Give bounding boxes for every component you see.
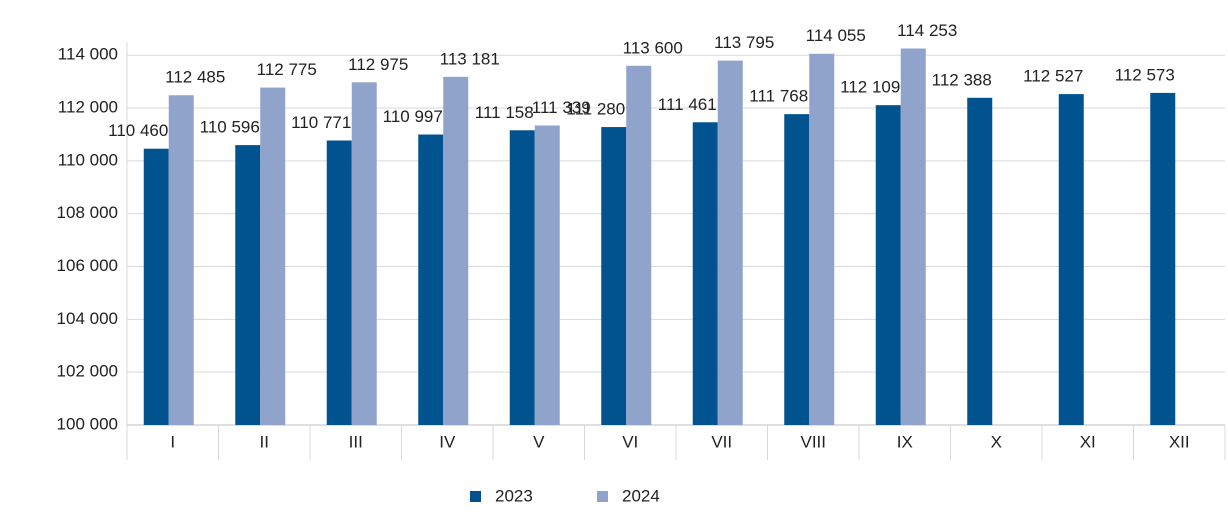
bar <box>351 82 377 425</box>
data-label: 111 461 <box>658 95 717 114</box>
legend-swatch <box>597 491 608 502</box>
x-tick-label: VIII <box>800 432 826 451</box>
y-tick-label: 104 000 <box>57 309 118 328</box>
x-tick-label: VII <box>711 432 732 451</box>
x-tick-label: X <box>991 432 1002 451</box>
data-label: 111 768 <box>749 87 808 106</box>
bar <box>784 114 810 426</box>
y-tick-label: 106 000 <box>57 256 118 275</box>
data-label: 112 573 <box>1115 65 1175 84</box>
legend-swatch <box>470 491 481 502</box>
data-label: 112 975 <box>348 55 408 74</box>
x-tick-label: XII <box>1169 432 1190 451</box>
bar <box>235 145 261 425</box>
y-tick-label: 110 000 <box>58 150 118 169</box>
y-tick-label: 108 000 <box>57 203 118 222</box>
bar <box>875 105 901 425</box>
x-tick-label: IX <box>897 432 913 451</box>
bar <box>809 53 835 425</box>
bar <box>326 140 352 425</box>
data-label: 112 775 <box>257 60 317 79</box>
bar <box>626 65 652 426</box>
y-tick-label: 100 000 <box>57 414 118 433</box>
bar <box>418 134 444 425</box>
x-tick-label: V <box>533 432 545 451</box>
bar <box>509 130 535 425</box>
bar <box>168 95 194 426</box>
data-label: 111 280 <box>566 100 625 119</box>
bar <box>1058 94 1084 425</box>
bar <box>967 97 993 425</box>
data-label: 113 181 <box>440 49 500 68</box>
x-tick-label: IV <box>439 432 456 451</box>
x-tick-label: VI <box>622 432 638 451</box>
x-tick-label: III <box>349 432 363 451</box>
data-label: 112 527 <box>1023 67 1083 86</box>
data-label: 113 795 <box>714 33 774 52</box>
bar <box>692 122 718 425</box>
y-tick-label: 102 000 <box>57 362 118 381</box>
y-tick-label: 114 000 <box>58 45 118 64</box>
data-label: 111 158 <box>475 103 534 122</box>
x-tick-label: II <box>260 432 269 451</box>
data-label: 114 253 <box>897 21 957 40</box>
y-tick-label: 112 000 <box>58 98 118 117</box>
data-label: 113 600 <box>623 38 683 57</box>
data-label: 114 055 <box>806 26 866 45</box>
data-label: 112 388 <box>932 70 992 89</box>
bar <box>900 48 926 426</box>
data-label: 110 771 <box>291 113 351 132</box>
bar <box>1150 92 1176 425</box>
bar <box>717 60 743 425</box>
bar <box>143 148 169 425</box>
data-label: 110 596 <box>200 118 260 137</box>
legend-label: 2024 <box>622 486 660 505</box>
legend-label: 2023 <box>495 486 533 505</box>
x-tick-label: I <box>170 432 175 451</box>
x-tick-label: XI <box>1080 432 1096 451</box>
data-label: 110 997 <box>383 107 443 126</box>
bar <box>443 76 469 426</box>
data-label: 112 109 <box>840 78 900 97</box>
bar <box>601 127 627 425</box>
bar <box>534 125 560 425</box>
data-label: 111 339 <box>532 98 591 117</box>
bar <box>260 87 286 426</box>
data-label: 110 460 <box>108 121 168 140</box>
data-label: 112 485 <box>165 68 225 87</box>
